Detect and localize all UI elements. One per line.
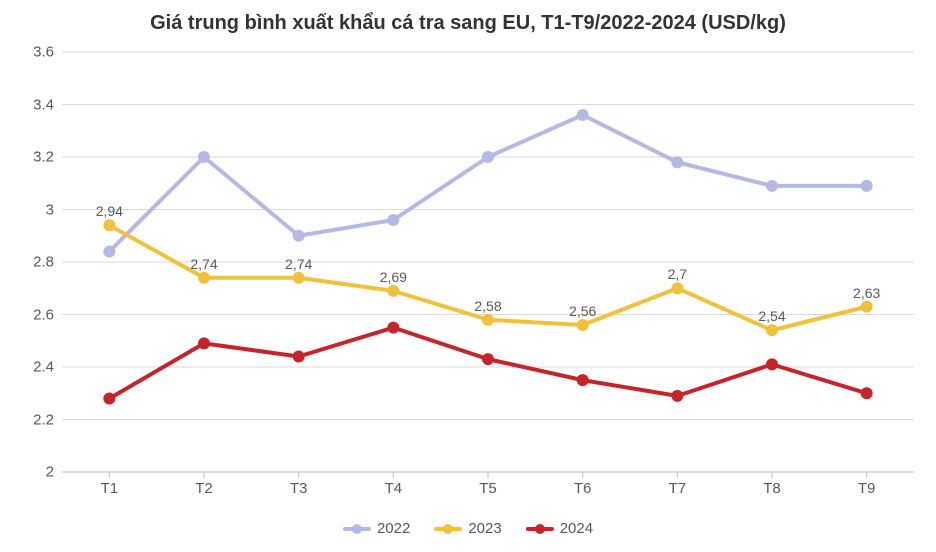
y-tick-label: 2.4 [14, 359, 54, 376]
y-tick-label: 3.6 [14, 44, 54, 61]
series-marker-s2023 [766, 324, 778, 336]
series-marker-s2023 [577, 319, 589, 331]
x-tick-label: T1 [101, 480, 119, 497]
series-marker-s2022 [293, 230, 305, 242]
series-marker-s2022 [387, 214, 399, 226]
legend-label-2023: 2023 [468, 520, 501, 537]
series-marker-s2022 [482, 151, 494, 163]
series-marker-s2022 [861, 180, 873, 192]
series-marker-s2024 [671, 390, 683, 402]
y-tick-label: 2.6 [14, 306, 54, 323]
legend-swatch-2022 [343, 527, 371, 531]
x-tick-label: T9 [858, 480, 876, 497]
y-tick-label: 2.8 [14, 254, 54, 271]
series-marker-s2024 [577, 374, 589, 386]
series-marker-s2023 [198, 272, 210, 284]
series-marker-s2023 [387, 285, 399, 297]
y-tick-label: 2 [14, 464, 54, 481]
legend-swatch-2024 [526, 527, 554, 531]
series-marker-s2023 [671, 282, 683, 294]
series-marker-s2024 [482, 353, 494, 365]
y-tick-label: 3.4 [14, 96, 54, 113]
series-marker-s2024 [103, 393, 115, 405]
x-tick-label: T7 [669, 480, 687, 497]
series-marker-s2022 [577, 109, 589, 121]
chart-title: Giá trung bình xuất khẩu cá tra sang EU,… [0, 12, 936, 35]
x-tick-label: T5 [479, 480, 497, 497]
series-marker-s2022 [103, 246, 115, 258]
x-tick-label: T2 [195, 480, 213, 497]
x-tick-label: T4 [385, 480, 403, 497]
legend-label-2024: 2024 [560, 520, 593, 537]
y-tick-label: 3 [14, 201, 54, 218]
series-marker-s2024 [198, 337, 210, 349]
plot-svg [62, 52, 914, 472]
legend-item-2022: 2022 [343, 520, 410, 537]
legend-label-2022: 2022 [377, 520, 410, 537]
series-marker-s2024 [387, 322, 399, 334]
y-tick-label: 3.2 [14, 149, 54, 166]
series-line-s2022 [109, 115, 866, 252]
series-marker-s2023 [861, 301, 873, 313]
series-marker-s2024 [861, 387, 873, 399]
series-marker-s2023 [482, 314, 494, 326]
series-marker-s2023 [103, 219, 115, 231]
series-marker-s2022 [198, 151, 210, 163]
legend-item-2024: 2024 [526, 520, 593, 537]
chart-container: Giá trung bình xuất khẩu cá tra sang EU,… [0, 0, 936, 552]
x-tick-label: T8 [763, 480, 781, 497]
y-tick-label: 2.2 [14, 411, 54, 428]
series-marker-s2024 [766, 358, 778, 370]
legend: 2022 2023 2024 [343, 520, 593, 537]
series-marker-s2023 [293, 272, 305, 284]
series-marker-s2022 [671, 156, 683, 168]
series-marker-s2024 [293, 351, 305, 363]
x-tick-label: T6 [574, 480, 592, 497]
legend-swatch-2023 [434, 527, 462, 531]
plot-area [62, 52, 914, 472]
series-marker-s2022 [766, 180, 778, 192]
x-tick-label: T3 [290, 480, 308, 497]
legend-item-2023: 2023 [434, 520, 501, 537]
